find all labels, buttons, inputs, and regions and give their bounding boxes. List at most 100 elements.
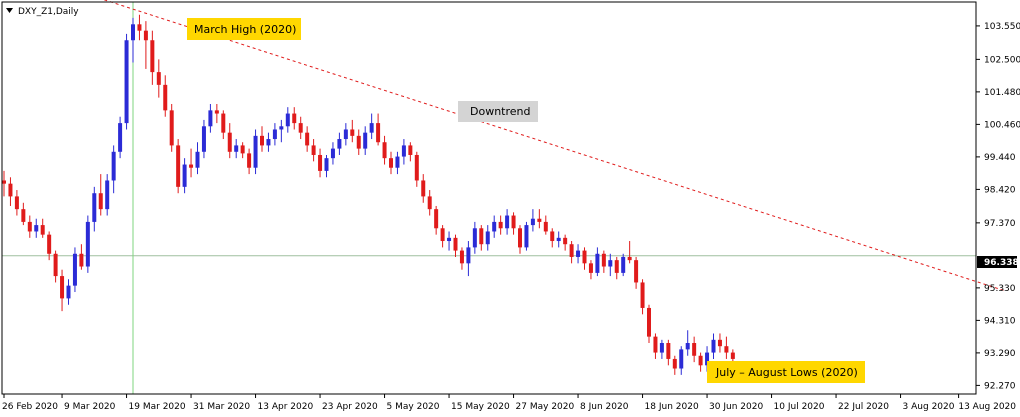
candle-body: [492, 221, 497, 232]
candle-body: [550, 231, 555, 242]
candle-body: [395, 156, 400, 168]
candle: [279, 119, 284, 143]
candle-body: [343, 129, 348, 140]
candle: [47, 231, 52, 261]
candle: [118, 116, 123, 159]
candle-body: [556, 237, 561, 242]
candle: [472, 221, 477, 254]
candle-body: [143, 30, 148, 41]
y-tick-label: 99.440: [984, 153, 1016, 163]
current-price-text: 96.338: [984, 258, 1019, 268]
candle-body: [505, 215, 510, 229]
candle: [466, 241, 471, 277]
candle-body: [272, 129, 277, 140]
candle: [408, 142, 413, 162]
candle: [434, 205, 439, 235]
candle-body: [582, 250, 587, 264]
plot-frame: [1, 1, 977, 395]
candle: [234, 139, 239, 159]
candle: [169, 103, 174, 152]
candle: [53, 250, 58, 283]
candle-body: [311, 145, 316, 155]
candle: [34, 218, 39, 238]
candle: [221, 110, 226, 140]
candle: [640, 279, 645, 315]
candle: [492, 215, 497, 238]
candle-body: [363, 132, 368, 149]
annotation-july-august-lows-text: July – August Lows (2020): [715, 366, 858, 379]
candle-body: [627, 256, 632, 261]
candle: [92, 186, 97, 232]
candle: [189, 148, 194, 178]
candle-body: [111, 151, 116, 181]
x-tick-label: 15 May 2020: [451, 402, 510, 412]
candle-body: [305, 132, 310, 146]
candle-body: [537, 218, 542, 222]
x-tick-label: 3 Aug 2020: [903, 402, 955, 412]
candle-body: [511, 215, 516, 229]
candle: [182, 158, 187, 194]
candle: [440, 225, 445, 248]
candle-body: [318, 154, 323, 171]
candle: [337, 132, 342, 155]
candle-body: [131, 24, 135, 41]
candle: [485, 225, 490, 251]
x-tick-label: 13 Aug 2020: [958, 402, 1016, 412]
candle: [260, 126, 264, 152]
candle: [724, 336, 729, 359]
candle: [85, 215, 90, 273]
candle-body: [27, 221, 32, 232]
candle: [401, 139, 406, 165]
annotation-march-high-text: March High (2020): [194, 23, 296, 36]
candle-body: [21, 209, 26, 222]
candle-body: [640, 282, 645, 308]
candle-body: [72, 253, 77, 286]
candle-body: [563, 237, 568, 245]
candle: [389, 151, 393, 175]
candle-body: [189, 164, 194, 168]
candle: [659, 339, 664, 359]
candle: [8, 177, 13, 206]
candle-body: [163, 84, 168, 111]
candle-body: [66, 285, 71, 299]
candle-body: [105, 180, 110, 210]
candle-body: [601, 253, 606, 267]
candle-body: [576, 250, 581, 257]
candle: [459, 247, 464, 270]
chart-title: DXY_Z1,Daily: [18, 7, 79, 17]
y-tick-label: 97.370: [984, 219, 1016, 229]
candle-body: [485, 231, 490, 245]
candle-body: [724, 346, 729, 353]
candle: [569, 241, 574, 264]
candle: [143, 21, 148, 69]
candle: [330, 142, 335, 165]
candle: [711, 333, 716, 359]
candle-body: [608, 260, 613, 267]
candle-body: [260, 135, 264, 146]
candle-body: [382, 142, 387, 159]
candle-body: [253, 135, 258, 168]
candle: [550, 228, 555, 248]
candle-body: [588, 263, 593, 273]
candle: [156, 59, 161, 98]
x-tick-label: 8 Jun 2020: [580, 402, 629, 412]
candle: [427, 190, 432, 216]
candle-body: [234, 145, 239, 152]
triangle-down-icon[interactable]: [6, 8, 13, 13]
candle: [266, 132, 271, 152]
candle-body: [324, 158, 329, 171]
x-tick-label: 27 May 2020: [516, 402, 575, 412]
candle-body: [440, 228, 445, 242]
candle: [556, 231, 561, 248]
candle-body: [285, 113, 290, 127]
candle-body: [53, 253, 58, 277]
candle-body: [2, 180, 6, 184]
y-tick-label: 94.310: [984, 316, 1016, 326]
candle-body: [717, 339, 722, 347]
candle: [356, 129, 361, 155]
candle-body: [421, 180, 426, 197]
candle-body: [47, 234, 52, 254]
candle-body: [85, 221, 90, 267]
